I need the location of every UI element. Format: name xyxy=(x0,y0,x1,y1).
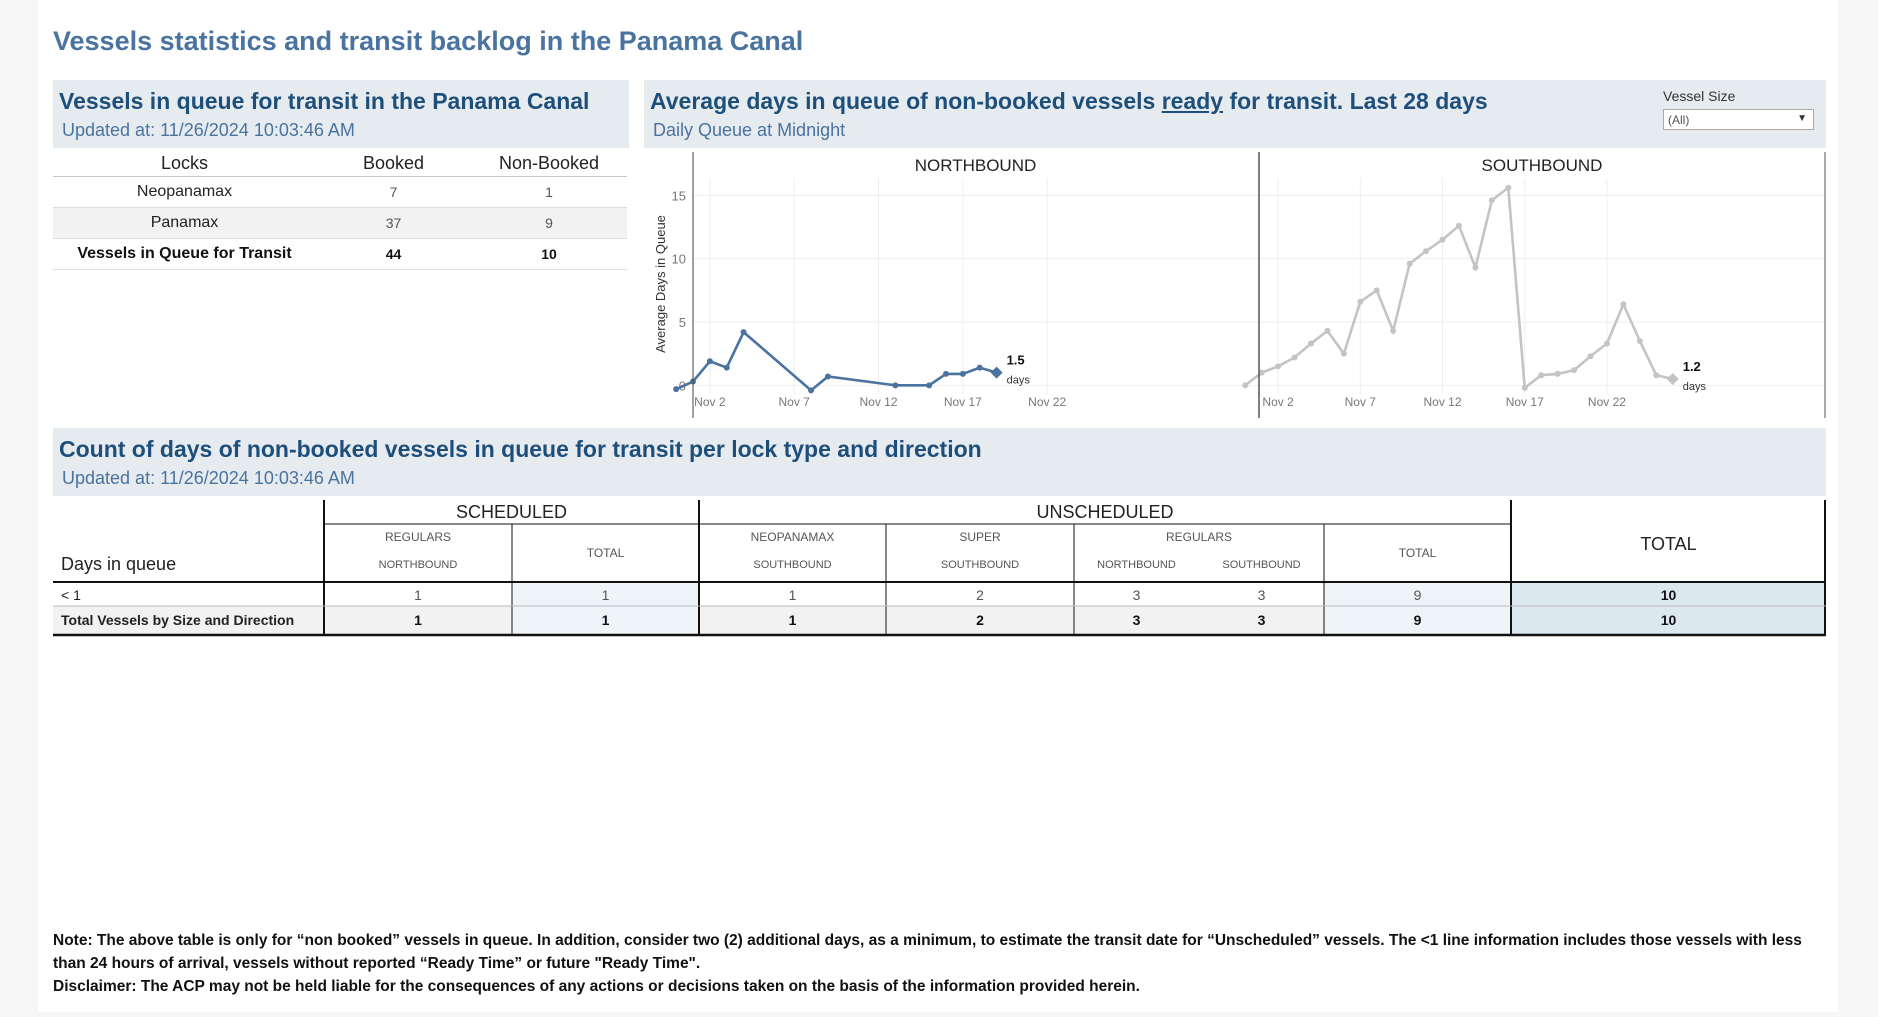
vessel-size-value: (All) xyxy=(1668,113,1690,127)
note-text: Note: The above table is only for “non b… xyxy=(53,932,1802,972)
disclaimer-text: Disclaimer: The ACP may not be held liab… xyxy=(53,978,1140,995)
non-booked-count: 10 xyxy=(471,238,627,270)
locks-table: Locks Booked Non-Booked Neopanamax 7 1 P… xyxy=(53,150,627,270)
col-total-label: TOTAL xyxy=(586,546,625,560)
col-size-label: REGULARS xyxy=(1165,530,1233,544)
chart-panel-header: Average days in queue of non-booked vess… xyxy=(644,80,1826,148)
chart-title-end: for transit. Last 28 days xyxy=(1223,88,1488,114)
count-cell: 1 xyxy=(414,587,422,603)
chart-panel-subtitle: Daily Queue at Midnight xyxy=(653,120,846,140)
count-cell: 10 xyxy=(1660,612,1677,628)
queue-panel-header: Vessels in queue for transit in the Pana… xyxy=(53,80,629,148)
scheduled-header: SCHEDULED xyxy=(455,502,568,522)
count-cell: 2 xyxy=(976,587,984,603)
lock-name: Vessels in Queue for Transit xyxy=(53,238,316,270)
count-cell: 3 xyxy=(1132,612,1141,628)
count-cell: 10 xyxy=(1660,587,1677,603)
count-panel-header: Count of days of non-booked vessels in q… xyxy=(53,428,1826,496)
count-cell: 1 xyxy=(788,612,797,628)
col-size-label: SUPER xyxy=(959,530,1001,544)
count-table: Days in queue SCHEDULED UNSCHEDULED TOTA… xyxy=(53,498,1826,640)
notes: Note: The above table is only for “non b… xyxy=(53,929,1833,998)
page-title: Vessels statistics and transit backlog i… xyxy=(53,26,804,56)
count-cell: 9 xyxy=(1413,587,1422,603)
col-total-label: TOTAL xyxy=(1398,546,1437,560)
row-label: Total Vessels by Size and Direction xyxy=(61,612,295,628)
vessel-size-dropdown[interactable]: (All) ▼ xyxy=(1663,109,1814,130)
count-cell: 1 xyxy=(414,612,422,628)
lock-name: Panamax xyxy=(53,207,316,239)
unscheduled-header: UNSCHEDULED xyxy=(1036,502,1174,522)
total-header: TOTAL xyxy=(1640,534,1697,554)
col-size-label: NEOPANAMAX xyxy=(750,530,835,544)
col-direction-label: SOUTHBOUND xyxy=(1222,559,1301,571)
count-cell: 3 xyxy=(1257,587,1266,603)
count-cell: 1 xyxy=(601,587,610,603)
count-panel-updated: Updated at: 11/26/2024 10:03:46 AM xyxy=(62,468,355,488)
count-cell: 3 xyxy=(1257,612,1266,628)
queue-panel-title: Vessels in queue for transit in the Pana… xyxy=(59,88,590,114)
non-booked-count: 9 xyxy=(471,207,627,239)
non-booked-header: Non-Booked xyxy=(471,150,627,177)
lock-name: Neopanamax xyxy=(53,176,316,208)
count-cell: 2 xyxy=(976,612,984,628)
col-direction-label: NORTHBOUND xyxy=(1097,559,1176,571)
booked-count: 7 xyxy=(316,176,471,208)
count-panel-title: Count of days of non-booked vessels in q… xyxy=(59,436,982,462)
count-cell: 9 xyxy=(1413,612,1422,628)
non-booked-count: 1 xyxy=(471,176,627,208)
chevron-down-icon: ▼ xyxy=(1797,113,1807,124)
col-direction-label: NORTHBOUND xyxy=(378,559,458,571)
count-cell: 1 xyxy=(601,612,610,628)
chart-panel-title: Average days in queue of non-booked vess… xyxy=(650,88,1488,115)
booked-count: 44 xyxy=(316,238,471,270)
vessel-size-label: Vessel Size xyxy=(1663,88,1736,104)
chart-title-start: Average days in queue of non-booked vess… xyxy=(650,88,1162,114)
booked-count: 37 xyxy=(316,207,471,239)
col-direction-label: SOUTHBOUND xyxy=(753,559,832,571)
count-table-grid xyxy=(53,500,1826,637)
count-cell: 1 xyxy=(788,587,797,603)
total-row: Vessels in Queue for Transit 44 10 xyxy=(53,238,627,270)
days-in-queue-header: Days in queue xyxy=(61,554,177,574)
queue-panel-updated: Updated at: 11/26/2024 10:03:46 AM xyxy=(62,120,355,140)
table-row: Neopanamax 7 1 xyxy=(53,176,627,208)
ready-link[interactable]: ready xyxy=(1161,88,1224,114)
col-direction-label: SOUTHBOUND xyxy=(940,559,1020,571)
col-size-label: REGULARS xyxy=(384,530,452,544)
locks-header: Locks xyxy=(53,150,316,177)
row-label: < 1 xyxy=(61,587,81,603)
booked-header: Booked xyxy=(316,150,471,177)
count-cell: 3 xyxy=(1132,587,1141,603)
table-row: Panamax 37 9 xyxy=(53,207,627,239)
